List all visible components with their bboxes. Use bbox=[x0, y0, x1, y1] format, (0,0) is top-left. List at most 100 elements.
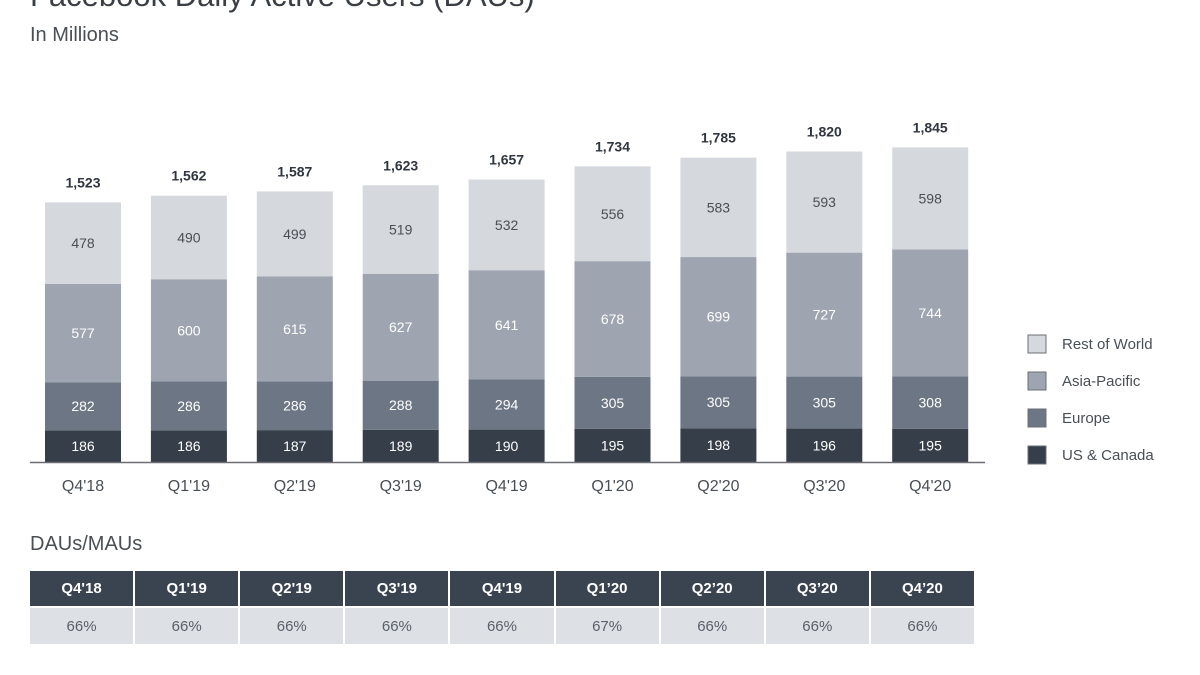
bar-segment-rest-of-world bbox=[45, 202, 121, 284]
data-label-asia-pacific: 600 bbox=[177, 322, 201, 338]
data-label-rest-of-world: 556 bbox=[601, 206, 625, 222]
dau-mau-title: DAUs/MAUs bbox=[30, 533, 143, 555]
x-tick-label: Q2'19 bbox=[274, 478, 316, 495]
bar-segment-asia-pacific bbox=[256, 276, 333, 382]
table-header-cell: Q1'19 bbox=[135, 571, 239, 606]
data-label-us-canada: 195 bbox=[601, 437, 625, 453]
bar-total-label: 1,785 bbox=[701, 130, 736, 146]
bar-total-label: 1,820 bbox=[807, 124, 842, 140]
x-tick-label: Q3'19 bbox=[380, 478, 422, 495]
page-title: Facebook Daily Active Users (DAUs) bbox=[30, 0, 535, 14]
table-header-cell: Q2'19 bbox=[240, 571, 344, 606]
data-label-us-canada: 198 bbox=[707, 437, 731, 453]
data-label-asia-pacific: 627 bbox=[389, 319, 413, 335]
bar-segment-us-canada bbox=[150, 430, 227, 462]
x-tick-label: Q4'20 bbox=[909, 478, 951, 495]
legend-label-rest-of-world: Rest of World bbox=[1062, 336, 1153, 353]
bar-segment-rest-of-world bbox=[256, 191, 333, 277]
x-tick-label: Q3'20 bbox=[803, 478, 845, 495]
dau-mau-value-row: 66% 66% 66% 66% 66% 67% 66% 66% 66% bbox=[30, 606, 974, 644]
chart-subtitle: In Millions bbox=[30, 24, 119, 46]
bar-segment-rest-of-world bbox=[574, 166, 651, 262]
bar-segment-europe bbox=[45, 382, 121, 431]
table-value-cell: 66% bbox=[30, 606, 134, 644]
data-label-asia-pacific: 641 bbox=[495, 317, 519, 333]
bar-total-label: 1,657 bbox=[489, 151, 524, 167]
table-header-cell: Q2’20 bbox=[660, 571, 764, 606]
data-label-rest-of-world: 583 bbox=[707, 199, 731, 215]
table-value-cell: 66% bbox=[765, 606, 869, 644]
bar-segment-us-canada bbox=[256, 430, 333, 462]
bar-segment-europe bbox=[680, 376, 757, 429]
data-label-asia-pacific: 727 bbox=[813, 307, 837, 323]
data-label-us-canada: 196 bbox=[813, 437, 837, 453]
bar-segment-europe bbox=[574, 376, 651, 429]
data-label-europe: 305 bbox=[707, 394, 731, 410]
bar-segment-rest-of-world bbox=[362, 185, 439, 274]
x-tick-label: Q1'20 bbox=[591, 478, 633, 495]
table-value-cell: 66% bbox=[660, 606, 764, 644]
x-tick-label: Q4'19 bbox=[485, 478, 527, 495]
data-label-rest-of-world: 598 bbox=[919, 190, 943, 206]
data-label-rest-of-world: 519 bbox=[389, 222, 413, 238]
bar-segment-us-canada bbox=[892, 428, 969, 462]
bar-segment-us-canada bbox=[574, 428, 651, 462]
bar-total-label: 1,562 bbox=[171, 168, 206, 184]
bar-segment-asia-pacific bbox=[45, 283, 121, 383]
table-value-cell: 67% bbox=[555, 606, 659, 644]
x-tick-label: Q4'18 bbox=[62, 478, 104, 495]
table-header-cell: Q4’20 bbox=[870, 571, 974, 606]
bar-segment-rest-of-world bbox=[786, 151, 863, 253]
data-label-rest-of-world: 490 bbox=[177, 229, 201, 245]
bar-total-label: 1,623 bbox=[383, 157, 418, 173]
table-header-cell: Q3’20 bbox=[765, 571, 869, 606]
data-label-rest-of-world: 532 bbox=[495, 217, 519, 233]
bar-segment-rest-of-world bbox=[680, 157, 757, 258]
bar-segment-us-canada bbox=[786, 428, 863, 462]
data-label-europe: 305 bbox=[813, 395, 837, 411]
data-label-us-canada: 186 bbox=[177, 438, 201, 454]
bar-total-label: 1,523 bbox=[65, 174, 100, 190]
bar-segment-europe bbox=[362, 380, 439, 430]
data-label-asia-pacific: 699 bbox=[707, 309, 731, 325]
table-value-cell: 66% bbox=[345, 606, 449, 644]
data-label-us-canada: 189 bbox=[389, 438, 413, 454]
dau-mau-table: Q4'18 Q1'19 Q2'19 Q3'19 Q4'19 Q1’20 Q2’20 Q3’20… bbox=[28, 571, 976, 644]
data-label-us-canada: 190 bbox=[495, 438, 519, 454]
bar-total-label: 1,734 bbox=[595, 138, 630, 154]
bar-segment-us-canada bbox=[45, 430, 121, 462]
bar-segment-europe bbox=[892, 376, 969, 429]
bar-segment-asia-pacific bbox=[150, 279, 227, 382]
legend-label-europe: Europe bbox=[1062, 410, 1110, 427]
legend-label-us-canada: US & Canada bbox=[1062, 447, 1154, 464]
bar-segment-asia-pacific bbox=[786, 252, 863, 377]
x-tick-label: Q1'19 bbox=[168, 478, 210, 495]
bar-segment-asia-pacific bbox=[892, 249, 969, 377]
data-label-europe: 286 bbox=[177, 398, 201, 414]
bar-segment-us-canada bbox=[680, 428, 757, 462]
x-tick-label: Q2'20 bbox=[697, 478, 739, 495]
legend-swatch-us-canada bbox=[1027, 445, 1047, 465]
bar-segment-europe bbox=[468, 379, 545, 430]
bar-segment-rest-of-world bbox=[150, 195, 227, 280]
table-header-cell: Q3'19 bbox=[345, 571, 449, 606]
bar-segment-asia-pacific bbox=[362, 273, 439, 381]
table-value-cell: 66% bbox=[870, 606, 974, 644]
bar-segment-rest-of-world bbox=[892, 147, 969, 250]
data-label-asia-pacific: 744 bbox=[919, 305, 943, 321]
data-label-us-canada: 187 bbox=[283, 438, 307, 454]
table-header-cell: Q4'19 bbox=[450, 571, 554, 606]
dau-mau-header-row: Q4'18 Q1'19 Q2'19 Q3'19 Q4'19 Q1’20 Q2’20 Q3’20… bbox=[30, 571, 974, 606]
bar-segment-asia-pacific bbox=[468, 270, 545, 380]
data-label-us-canada: 195 bbox=[919, 437, 943, 453]
table-value-cell: 66% bbox=[135, 606, 239, 644]
bar-segment-europe bbox=[786, 376, 863, 429]
dau-stacked-bar-chart: 186 282 577 478 1,523 Q4'18 186 286 600 490 1,562 Q… bbox=[30, 119, 1154, 495]
bar-total-label: 1,587 bbox=[277, 163, 312, 179]
table-header-cell: Q4'18 bbox=[30, 571, 134, 606]
data-label-asia-pacific: 615 bbox=[283, 321, 307, 337]
bar-segment-asia-pacific bbox=[680, 257, 757, 377]
data-label-us-canada: 186 bbox=[71, 438, 95, 454]
legend-swatch-rest-of-world bbox=[1027, 334, 1047, 354]
data-label-rest-of-world: 499 bbox=[283, 226, 307, 242]
